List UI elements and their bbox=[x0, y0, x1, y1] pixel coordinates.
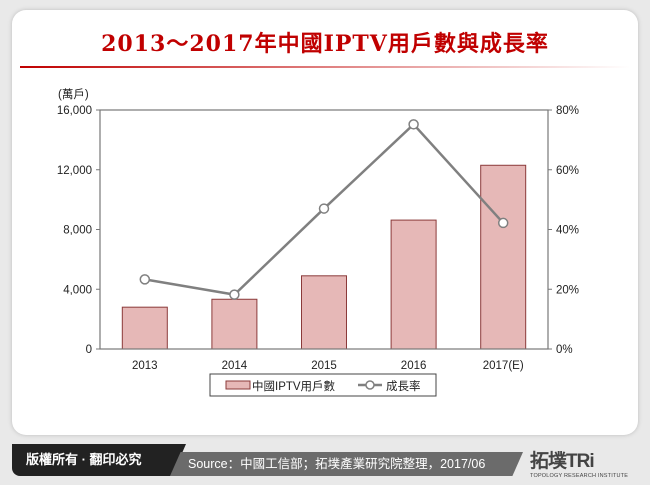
legend-bar-swatch bbox=[225, 380, 251, 390]
bar-2017(E) bbox=[480, 164, 527, 350]
y-tick-label: 4,000 bbox=[63, 284, 92, 296]
bar-2015 bbox=[301, 275, 347, 350]
growth-point-2015 bbox=[318, 203, 330, 214]
growth-point-2013 bbox=[139, 274, 151, 285]
logo-text: 拓墣TRi bbox=[530, 451, 595, 472]
legend-line-label: 成長率 bbox=[386, 379, 421, 393]
logo-subtext: TOPOLOGY RESEARCH INSTITUTE bbox=[530, 473, 629, 479]
legend-bar-label: 中國IPTV用戶數 bbox=[252, 380, 336, 393]
x-tick-label: 2017(E) bbox=[483, 360, 524, 372]
y-tick-label: 8,000 bbox=[63, 225, 92, 237]
copyright-notice: 版權所有 · 翻印必究 bbox=[12, 444, 186, 476]
y-tick-label: 0 bbox=[86, 344, 92, 356]
y-tick-label: 16,000 bbox=[57, 105, 92, 117]
growth-point-2014 bbox=[229, 289, 240, 300]
y-tick-label: 12,000 bbox=[57, 165, 92, 177]
bar-2016 bbox=[390, 219, 437, 350]
x-tick-label: 2014 bbox=[222, 360, 248, 372]
y-axis-label: (萬戶) bbox=[58, 88, 89, 101]
growth-point-2017(E) bbox=[497, 217, 509, 229]
title-underline bbox=[20, 66, 630, 68]
growth-point-2016 bbox=[408, 119, 419, 130]
plot-frame bbox=[99, 109, 549, 350]
y2-tick-label: 20% bbox=[556, 284, 579, 296]
y2-tick-label: 60% bbox=[556, 165, 579, 177]
bar-2013 bbox=[121, 306, 168, 350]
x-tick-label: 2015 bbox=[311, 360, 337, 372]
chart-title: 2013～2017年中國IPTV用戶數與成長率 bbox=[101, 31, 549, 57]
source-note: Source：中國工信部；拓墣產業研究院整理，2017/06 bbox=[170, 452, 523, 476]
legend: 中國IPTV用戶數 成長率 bbox=[209, 373, 437, 397]
y2-tick-label: 40% bbox=[556, 225, 579, 237]
y2-tick-label: 80% bbox=[556, 105, 579, 117]
x-tick-label: 2013 bbox=[132, 360, 158, 372]
content-panel bbox=[12, 10, 638, 435]
x-tick-label: 2016 bbox=[401, 360, 427, 372]
tri-logo: 拓墣TRi TOPOLOGY RESEARCH INSTITUTE bbox=[530, 446, 630, 480]
bar-2014 bbox=[211, 298, 258, 350]
y2-tick-label: 0% bbox=[556, 344, 573, 356]
